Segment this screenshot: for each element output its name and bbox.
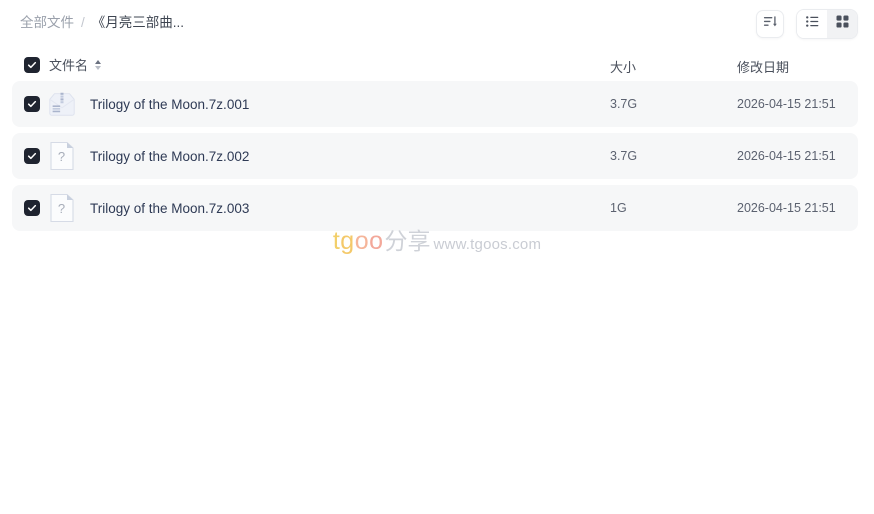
column-header-name-label: 文件名 xyxy=(49,58,89,73)
select-all-checkbox[interactable] xyxy=(24,56,40,73)
column-header-name-group: 文件名 xyxy=(24,55,102,74)
file-list: Trilogy of the Moon.7z.001 3.7G 2026-04-… xyxy=(0,81,874,237)
list-view-button[interactable] xyxy=(797,10,827,38)
column-header-size-label[interactable]: 大小 xyxy=(610,60,637,75)
row-checkbox[interactable] xyxy=(24,200,40,216)
column-header: 文件名 大小 修改日期 xyxy=(0,52,874,78)
breadcrumb-current[interactable]: 《月亮三部曲... xyxy=(91,15,185,30)
file-date: 2026-04-15 21:51 xyxy=(737,149,836,163)
file-name[interactable]: Trilogy of the Moon.7z.001 xyxy=(90,96,250,112)
table-row[interactable]: ? Trilogy of the Moon.7z.003 1G 2026-04-… xyxy=(12,185,858,231)
breadcrumb: 全部文件 / 《月亮三部曲... xyxy=(20,14,184,32)
unknown-file-icon: ? xyxy=(46,192,78,224)
svg-text:?: ? xyxy=(58,149,65,164)
file-size: 3.7G xyxy=(610,97,638,111)
row-checkbox[interactable] xyxy=(24,148,40,164)
table-row[interactable]: ? Trilogy of the Moon.7z.002 3.7G 2026-0… xyxy=(12,133,858,179)
watermark-url: www.tgoos.com xyxy=(433,236,542,253)
list-view-icon xyxy=(805,14,820,34)
top-bar: 全部文件 / 《月亮三部曲... xyxy=(0,0,874,46)
file-date: 2026-04-15 21:51 xyxy=(737,201,836,215)
svg-text:?: ? xyxy=(58,201,65,216)
sort-icon xyxy=(763,14,778,34)
file-date: 2026-04-15 21:51 xyxy=(737,97,836,111)
grid-view-icon xyxy=(835,14,850,34)
sort-arrows-icon[interactable] xyxy=(95,59,102,70)
file-name[interactable]: Trilogy of the Moon.7z.003 xyxy=(90,200,250,216)
toolbar xyxy=(756,9,858,39)
column-header-date-label[interactable]: 修改日期 xyxy=(737,60,790,75)
row-checkbox[interactable] xyxy=(24,96,40,112)
table-row[interactable]: Trilogy of the Moon.7z.001 3.7G 2026-04-… xyxy=(12,81,858,127)
grid-view-button[interactable] xyxy=(827,10,857,38)
file-name[interactable]: Trilogy of the Moon.7z.002 xyxy=(90,148,250,164)
unknown-file-icon: ? xyxy=(46,140,78,172)
breadcrumb-root[interactable]: 全部文件 xyxy=(20,15,74,30)
file-size: 1G xyxy=(610,201,627,215)
archive-icon xyxy=(46,88,78,120)
file-size: 3.7G xyxy=(610,149,638,163)
view-toggle-group xyxy=(796,9,858,39)
breadcrumb-separator: / xyxy=(81,15,85,30)
sort-button[interactable] xyxy=(756,10,784,38)
